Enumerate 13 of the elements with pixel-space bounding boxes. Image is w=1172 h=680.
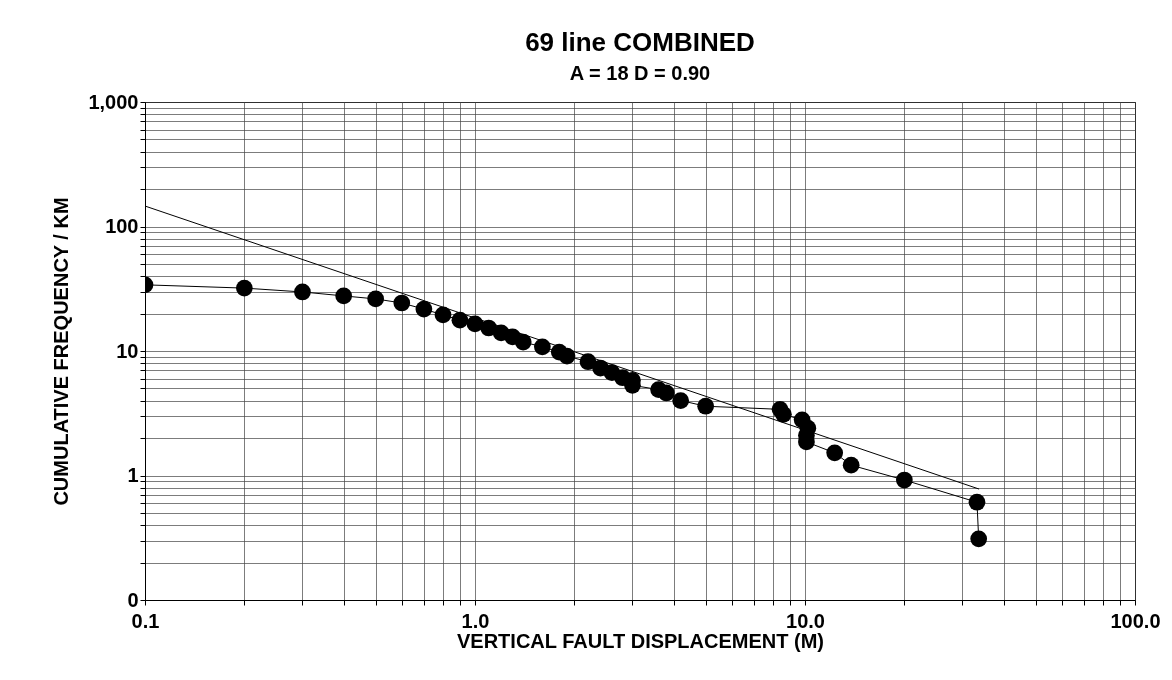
y-tick-label: 100 [105,215,139,237]
x-tick-label: 1.0 [461,609,490,632]
x-tick-label: 100.0 [1110,609,1161,632]
x-tick-label: 0.1 [131,609,160,632]
y-tick-label: 10 [116,339,139,362]
chart-title: 69 line COMBINED [525,27,755,57]
chart-subtitle: A = 18 D = 0.90 [569,62,711,84]
y-tick-label: 1 [127,464,139,486]
x-axis-title: VERTICAL FAULT DISPLACEMENT (M) [456,629,825,652]
y-tick-label: 1,000 [88,90,139,113]
y-tick-label: 0 [127,588,139,611]
y-axis-title: CUMULATIVE FREQUENCY / KM [50,197,73,506]
x-tick-label: 10.0 [786,609,825,632]
